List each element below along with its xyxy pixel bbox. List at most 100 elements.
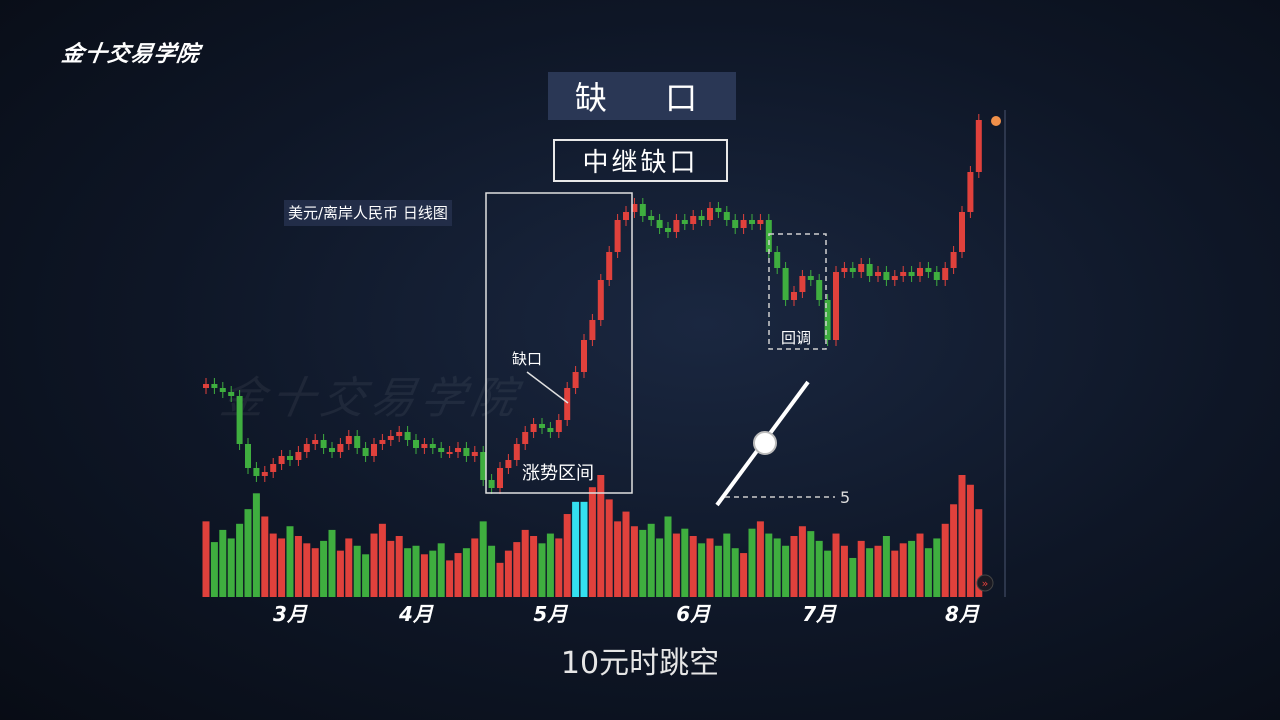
x-tick-label: 8月 [945, 602, 979, 626]
candle-body [236, 396, 243, 444]
volume-bar [849, 557, 857, 597]
x-tick-label: 7月 [802, 602, 837, 626]
volume-bar [647, 523, 655, 597]
candle-body [824, 300, 831, 340]
volume-bar [698, 543, 706, 597]
page-title: 缺 口 [548, 72, 736, 120]
volume-bar [261, 516, 269, 597]
volume-bar [723, 533, 731, 597]
volume-bar [916, 533, 924, 597]
pullback-box [768, 233, 827, 350]
candle-body [522, 432, 529, 444]
candle-body [303, 444, 310, 452]
uptrend-box [485, 192, 633, 494]
volume-bar [857, 540, 865, 597]
candle-body [715, 208, 722, 212]
volume-bar [866, 548, 874, 597]
candle-body [639, 204, 646, 216]
candle-body [816, 280, 823, 300]
candle-body [354, 436, 361, 448]
volume-bar [975, 509, 983, 597]
candle-body [555, 420, 562, 432]
candle-body [917, 268, 923, 276]
candle-body [891, 276, 898, 280]
candle-body [362, 448, 369, 456]
volume-bar [807, 531, 815, 597]
slider-value: 5 [840, 488, 850, 507]
candle-body [631, 204, 638, 212]
scroll-forward-button[interactable] [976, 574, 994, 592]
volume-bar [496, 562, 504, 597]
volume-bar [891, 550, 899, 597]
volume-bar [773, 538, 781, 597]
candle-body [707, 208, 713, 220]
candle-body [337, 444, 344, 452]
volume-bar [471, 538, 479, 597]
volume-bar [395, 536, 403, 597]
candle-body [875, 272, 881, 276]
volume-bars [202, 475, 983, 597]
volume-bar [513, 542, 521, 597]
candle-body [371, 444, 377, 456]
subtitle-caption: 10元时跳空 [560, 646, 720, 681]
candle-body [219, 388, 226, 392]
candle-body [480, 452, 487, 480]
volume-bar [303, 543, 311, 597]
uptrend-label: 涨势区间 [522, 463, 594, 484]
x-tick-label: 6月 [676, 602, 711, 626]
volume-bar [530, 536, 538, 597]
candle-body [975, 120, 982, 172]
volume-bar [580, 501, 588, 597]
candle-body [270, 464, 277, 472]
subtitle: 中继缺口 [553, 139, 728, 182]
volume-bar [336, 550, 344, 597]
volume-bar [437, 543, 445, 597]
candle-body [581, 340, 587, 372]
volume-bar [924, 548, 932, 597]
volume-bar [622, 511, 630, 597]
candle-body [312, 440, 319, 444]
candle-body [295, 452, 302, 460]
volume-bar [815, 540, 823, 597]
volume-bar [294, 536, 302, 597]
volume-bar [210, 542, 218, 597]
volume-bar [899, 543, 907, 597]
candle-body [774, 252, 781, 268]
candle-body [497, 468, 503, 488]
volume-bar [345, 538, 353, 597]
volume-bar [908, 540, 916, 597]
candle-body [833, 272, 839, 340]
candle-body [589, 320, 596, 340]
chart-title: 美元/离岸人民币 日线图 [284, 200, 452, 226]
candle-body [925, 268, 932, 272]
volume-bar [378, 523, 386, 597]
candle-body [429, 444, 436, 448]
volume-bar [664, 516, 672, 597]
candle-body [900, 272, 907, 276]
candle-body [597, 280, 604, 320]
candle-body [253, 468, 260, 476]
candle-body [614, 220, 621, 252]
candle-body [245, 444, 251, 468]
candle-body [841, 268, 848, 272]
volume-bar [538, 543, 546, 597]
candle-body [849, 268, 856, 272]
candle-body [648, 216, 655, 220]
candle-body [287, 456, 293, 460]
candle-body [446, 452, 453, 454]
candle-body [261, 472, 268, 476]
slider-knob[interactable] [753, 431, 777, 455]
volume-bar [429, 550, 437, 597]
volume-bar [958, 475, 966, 597]
candle-body [463, 448, 470, 456]
volume-bar [269, 533, 277, 597]
candle-body [488, 480, 495, 488]
candle-body [690, 216, 697, 224]
volume-bar [454, 553, 462, 597]
gap-pointer-line [526, 371, 569, 404]
volume-bar [588, 487, 596, 597]
volume-bar [244, 509, 252, 597]
volume-bar [370, 533, 378, 597]
volume-bar [782, 545, 790, 597]
volume-bar [286, 526, 294, 597]
